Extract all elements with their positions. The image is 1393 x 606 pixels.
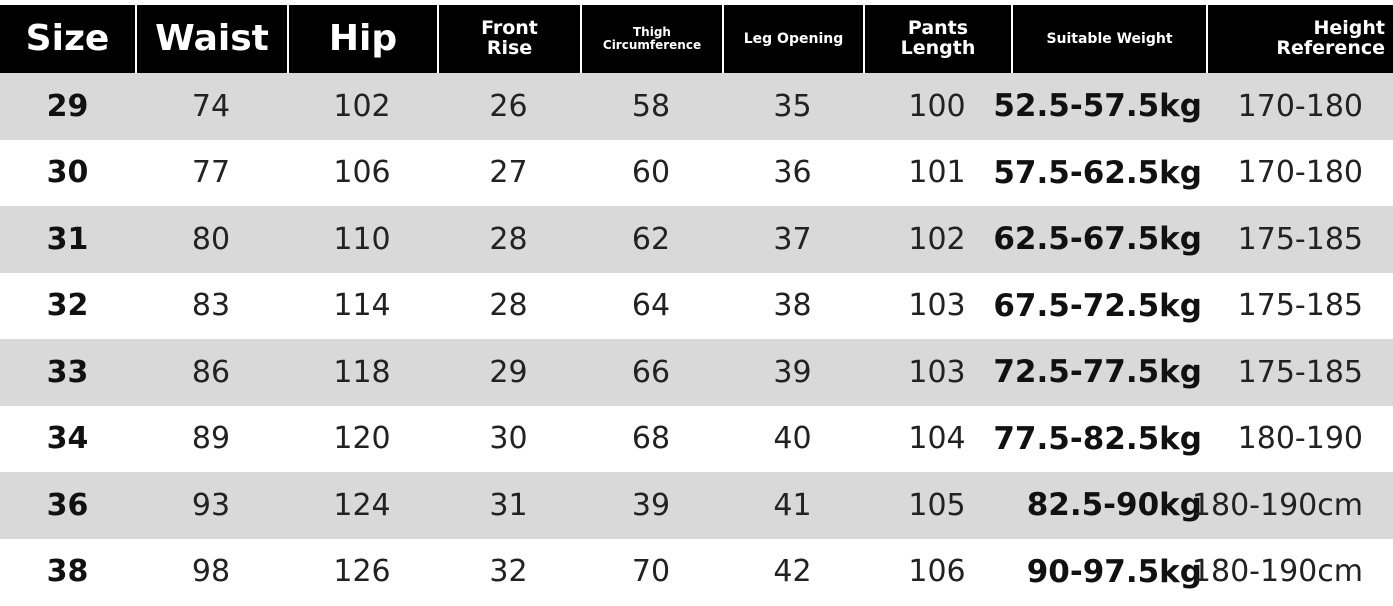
table-row: 29 74 102 26 58 35 100 52.5-57.5kg 170-180 [0, 73, 1393, 140]
cell-hip: 126 [333, 554, 391, 590]
cell-height-reference: 170-180 [1237, 88, 1363, 124]
cell-suitable-weight: 57.5-62.5kg [993, 154, 1202, 191]
cell-hip: 114 [333, 288, 391, 324]
cell-size: 31 [46, 221, 89, 257]
cell-size: 32 [46, 288, 89, 324]
table-row: 36 93 124 31 39 41 105 82.5-90kg 180-190cm [0, 472, 1393, 539]
cell-thigh-circumference: 58 [631, 88, 671, 124]
header-front-rise: Front Rise [437, 5, 580, 73]
header-height-reference: Height Reference [1206, 5, 1393, 73]
cell-front-rise: 28 [489, 221, 528, 257]
cell-size: 34 [46, 421, 89, 457]
cell-leg-opening: 39 [773, 354, 812, 390]
cell-pants-length: 101 [908, 155, 966, 191]
cell-pants-length: 100 [908, 88, 966, 124]
cell-size: 30 [46, 155, 89, 191]
cell-thigh-circumference: 66 [631, 354, 671, 390]
cell-pants-length: 105 [908, 487, 966, 523]
cell-pants-length: 102 [908, 221, 966, 257]
cell-size: 36 [46, 487, 89, 523]
cell-height-reference: 180-190 [1237, 421, 1363, 457]
cell-leg-opening: 37 [773, 221, 812, 257]
cell-height-reference: 180-190cm [1191, 487, 1363, 523]
cell-waist: 80 [191, 221, 231, 257]
cell-thigh-circumference: 39 [631, 487, 671, 523]
cell-suitable-weight: 52.5-57.5kg [993, 88, 1202, 125]
cell-leg-opening: 41 [773, 487, 812, 523]
cell-leg-opening: 40 [773, 421, 812, 457]
cell-thigh-circumference: 68 [631, 421, 671, 457]
cell-leg-opening: 38 [773, 288, 812, 324]
cell-hip: 102 [333, 88, 391, 124]
table-row: 33 86 118 29 66 39 103 72.5-77.5kg 175-185 [0, 339, 1393, 406]
cell-front-rise: 28 [489, 288, 528, 324]
cell-hip: 110 [333, 221, 391, 257]
cell-height-reference: 180-190cm [1191, 554, 1363, 590]
cell-thigh-circumference: 60 [631, 155, 671, 191]
cell-hip: 118 [333, 354, 391, 390]
cell-front-rise: 26 [489, 88, 528, 124]
cell-suitable-weight: 72.5-77.5kg [993, 354, 1202, 391]
table-row: 31 80 110 28 62 37 102 62.5-67.5kg 175-185 [0, 206, 1393, 273]
cell-front-rise: 31 [489, 487, 528, 523]
cell-hip: 120 [333, 421, 391, 457]
cell-waist: 98 [191, 554, 231, 590]
header-waist: Waist [135, 5, 287, 73]
table-row: 30 77 106 27 60 36 101 57.5-62.5kg 170-180 [0, 140, 1393, 207]
cell-leg-opening: 42 [773, 554, 812, 590]
cell-size: 33 [46, 354, 89, 390]
cell-pants-length: 103 [908, 288, 966, 324]
cell-suitable-weight: 67.5-72.5kg [993, 287, 1202, 324]
cell-waist: 83 [191, 288, 231, 324]
cell-hip: 124 [333, 487, 391, 523]
cell-size: 29 [46, 88, 89, 124]
table-row: 34 89 120 30 68 40 104 77.5-82.5kg 180-190 [0, 406, 1393, 473]
cell-suitable-weight: 77.5-82.5kg [993, 420, 1202, 457]
cell-height-reference: 175-185 [1237, 221, 1363, 257]
cell-suitable-weight: 62.5-67.5kg [993, 221, 1202, 258]
cell-hip: 106 [333, 155, 391, 191]
cell-suitable-weight: 82.5-90kg [1026, 487, 1202, 524]
table-row: 32 83 114 28 64 38 103 67.5-72.5kg 175-185 [0, 273, 1393, 340]
cell-waist: 74 [191, 88, 231, 124]
cell-front-rise: 27 [489, 155, 528, 191]
cell-thigh-circumference: 64 [631, 288, 671, 324]
header-pants-length: Pants Length [863, 5, 1011, 73]
cell-leg-opening: 36 [773, 155, 812, 191]
table-header: Size Waist Hip Front Rise Thigh Circumferenc… [0, 5, 1393, 73]
cell-suitable-weight: 90-97.5kg [1026, 553, 1202, 590]
table-row: 38 98 126 32 70 42 106 90-97.5kg 180-190cm [0, 539, 1393, 606]
cell-front-rise: 32 [489, 554, 528, 590]
header-leg-opening: Leg Opening [722, 5, 863, 73]
cell-front-rise: 29 [489, 354, 528, 390]
cell-waist: 93 [191, 487, 231, 523]
cell-height-reference: 175-185 [1237, 288, 1363, 324]
cell-height-reference: 170-180 [1237, 155, 1363, 191]
header-thigh-circumference: Thigh Circumference [580, 5, 722, 73]
cell-size: 38 [46, 554, 89, 590]
header-size: Size [25, 18, 110, 60]
cell-waist: 77 [191, 155, 231, 191]
cell-pants-length: 106 [908, 554, 966, 590]
cell-height-reference: 175-185 [1237, 354, 1363, 390]
header-hip: Hip [287, 5, 437, 73]
cell-thigh-circumference: 62 [631, 221, 671, 257]
cell-thigh-circumference: 70 [631, 554, 671, 590]
cell-waist: 86 [191, 354, 231, 390]
cell-pants-length: 104 [908, 421, 966, 457]
cell-leg-opening: 35 [773, 88, 812, 124]
size-chart-table: Size Waist Hip Front Rise Thigh Circumferenc… [0, 5, 1393, 605]
header-suitable-weight: Suitable Weight [1011, 5, 1206, 73]
cell-pants-length: 103 [908, 354, 966, 390]
cell-waist: 89 [191, 421, 231, 457]
cell-front-rise: 30 [489, 421, 528, 457]
